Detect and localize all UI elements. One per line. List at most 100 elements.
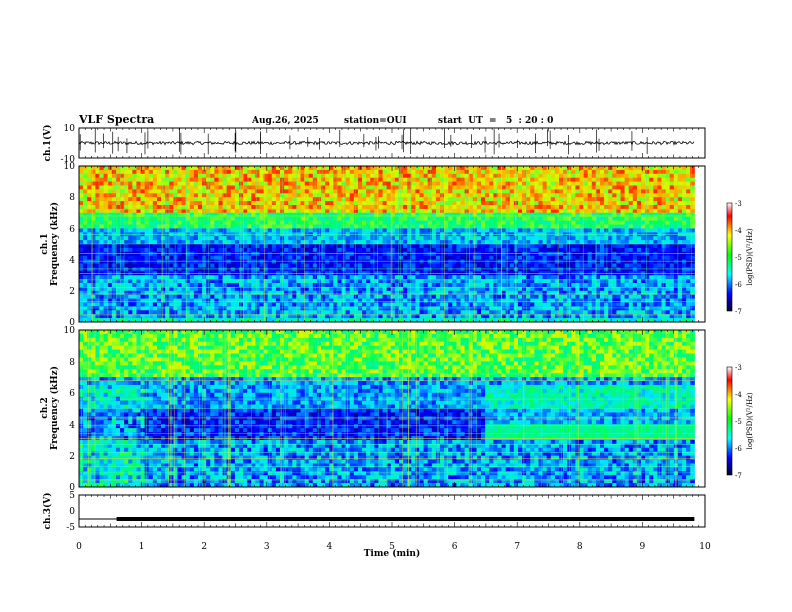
spectrogram-cell bbox=[218, 240, 224, 245]
spectrogram-cell bbox=[300, 306, 306, 311]
spectrogram-cell bbox=[452, 208, 457, 214]
spectrogram-cell bbox=[300, 286, 306, 292]
spectrogram-cell bbox=[497, 205, 503, 210]
spectrogram-cell bbox=[325, 290, 330, 296]
spectrogram-cell bbox=[128, 286, 133, 292]
spectrogram-cell bbox=[435, 290, 441, 296]
spectrogram-cell bbox=[485, 208, 490, 214]
spectrogram-cell bbox=[185, 286, 191, 292]
spectrogram-cell bbox=[505, 294, 511, 300]
spectrogram-cell bbox=[189, 240, 195, 245]
spectrogram-cell bbox=[419, 236, 425, 241]
spectrogram-cell bbox=[583, 193, 589, 198]
spectrogram-cell bbox=[259, 267, 265, 272]
spectrogram-cell bbox=[128, 314, 133, 319]
spectrogram-cell bbox=[579, 220, 585, 225]
spectrogram-cell bbox=[386, 259, 392, 264]
spectrogram-cell bbox=[329, 306, 334, 311]
spectrogram-cell bbox=[222, 177, 228, 183]
spectrogram-cell bbox=[357, 169, 363, 175]
spectrogram-cell bbox=[493, 216, 498, 222]
spectrogram-cell bbox=[321, 302, 326, 307]
spectrogram-cell bbox=[103, 189, 109, 194]
spectrogram-cell bbox=[288, 197, 293, 202]
spectrogram-cell bbox=[296, 290, 302, 296]
spectrogram-cell bbox=[386, 318, 392, 323]
spectrogram-cell bbox=[472, 181, 478, 186]
spectrogram-cell bbox=[230, 228, 236, 233]
spectrogram-cell bbox=[189, 205, 195, 210]
spectrogram-cell bbox=[95, 197, 101, 202]
spectrogram-cell bbox=[300, 275, 306, 280]
spectrogram-cell bbox=[181, 267, 187, 272]
spectrogram-cell bbox=[103, 275, 109, 280]
spectrogram-cell bbox=[509, 302, 515, 307]
spectrogram-cell bbox=[583, 208, 589, 214]
spectrogram-cell bbox=[247, 298, 252, 303]
spectrogram-cell bbox=[177, 244, 183, 249]
spectrogram-cell bbox=[423, 294, 429, 300]
spectrogram-cell bbox=[226, 189, 232, 194]
spectrogram-cell bbox=[485, 275, 490, 280]
spectrogram-cell bbox=[173, 314, 178, 319]
spectrogram-cell bbox=[243, 259, 248, 264]
spectrogram-cell bbox=[214, 197, 219, 202]
spectrogram-cell bbox=[550, 263, 556, 268]
spectrogram-cell bbox=[546, 302, 552, 307]
spectrogram-cell bbox=[87, 181, 92, 186]
spectrogram-cell bbox=[378, 255, 384, 261]
spectrogram-cell bbox=[292, 224, 297, 229]
spectrogram-cell bbox=[563, 205, 568, 210]
spectrogram-cell bbox=[505, 251, 511, 257]
spectrogram-cell bbox=[333, 197, 338, 202]
spectrogram-cell bbox=[243, 286, 248, 292]
spectrogram-cell bbox=[345, 208, 351, 214]
spectrogram-cell bbox=[550, 318, 556, 323]
spectrogram-cell bbox=[345, 267, 351, 272]
spectrogram-cell bbox=[452, 247, 457, 253]
spectrogram-cell bbox=[87, 216, 92, 222]
spectrogram-cell bbox=[103, 255, 109, 261]
spectrogram-cell bbox=[230, 224, 236, 229]
spectrogram-cell bbox=[144, 283, 150, 288]
spectrogram-cell bbox=[181, 318, 187, 323]
spectrogram-cell bbox=[230, 185, 236, 190]
spectrogram-cell bbox=[222, 208, 228, 214]
spectrogram-cell bbox=[197, 251, 203, 257]
spectrogram-cell bbox=[431, 236, 437, 241]
spectrogram-cell bbox=[546, 310, 552, 315]
spectrogram-cell bbox=[214, 244, 219, 249]
spectrogram-cell bbox=[83, 283, 88, 288]
spectrogram-cell bbox=[353, 166, 359, 171]
spectrogram-cell bbox=[501, 185, 507, 190]
spectrogram-cell bbox=[394, 220, 400, 225]
spectrogram-cell bbox=[357, 177, 363, 183]
spectrogram-cell bbox=[530, 255, 535, 261]
spectrogram-cell bbox=[452, 236, 457, 241]
spectrogram-cell bbox=[292, 263, 297, 268]
spectrogram-cell bbox=[403, 185, 408, 190]
spectrogram-cell bbox=[517, 283, 523, 288]
spectrogram-cell bbox=[152, 240, 158, 245]
spectrogram-cell bbox=[288, 216, 293, 222]
spectrogram-cell bbox=[308, 244, 314, 249]
spectrogram-cell bbox=[427, 193, 433, 198]
spectrogram-cell bbox=[476, 189, 482, 194]
spectrogram-cell bbox=[280, 290, 285, 296]
spectrogram-cell bbox=[79, 275, 84, 280]
spectrogram-cell bbox=[563, 244, 568, 249]
spectrogram-cell bbox=[489, 267, 494, 272]
spectrogram-cell bbox=[288, 220, 293, 225]
spectrogram-cell bbox=[427, 212, 433, 218]
spectrogram-cell bbox=[505, 247, 511, 253]
spectrogram-cell bbox=[243, 318, 248, 323]
spectrogram-cell bbox=[526, 212, 531, 218]
spectrogram-cell bbox=[300, 318, 306, 323]
spectrogram-cell bbox=[468, 189, 474, 194]
spectrogram-cell bbox=[481, 201, 486, 206]
spectrogram-cell bbox=[128, 310, 133, 315]
spectrogram-cell bbox=[522, 302, 527, 307]
spectrogram-cell bbox=[431, 306, 437, 311]
spectrogram-cell bbox=[128, 181, 133, 186]
spectrogram-cell bbox=[87, 228, 92, 233]
